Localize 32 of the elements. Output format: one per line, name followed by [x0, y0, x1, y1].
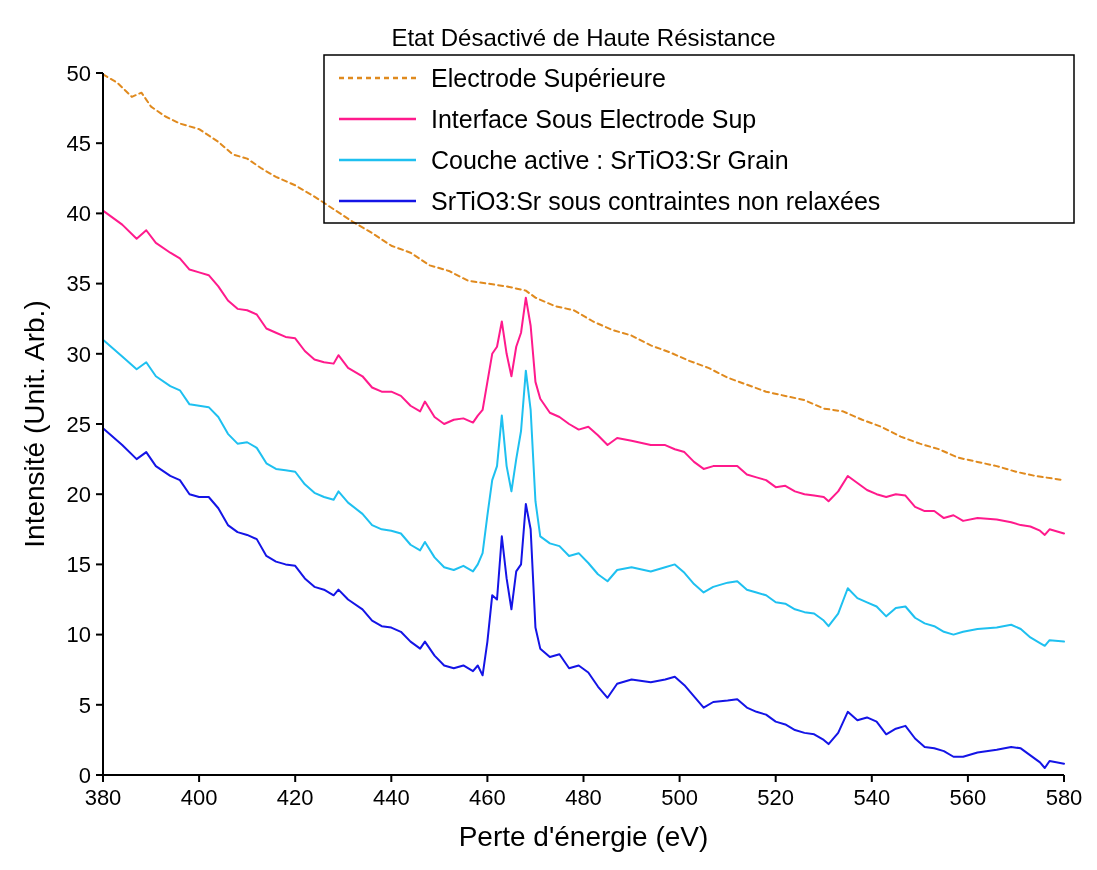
line-series [102, 209, 1065, 536]
x-tick-label: 420 [276, 785, 314, 810]
x-tick-label: 580 [1045, 785, 1083, 810]
y-tick-label: 35 [66, 271, 91, 297]
y-tick-label: 40 [66, 201, 91, 227]
y-tick-label: 0 [78, 762, 91, 788]
y-tick-label: 30 [66, 341, 91, 367]
y-tick-label: 10 [66, 622, 91, 648]
legend-label: Interface Sous Electrode Sup [431, 104, 757, 133]
x-tick-label: 480 [565, 785, 602, 810]
line-series [102, 338, 1065, 647]
y-tick-label: 25 [66, 411, 91, 437]
x-tick-label: 440 [372, 785, 410, 810]
x-tick-label: 500 [661, 785, 698, 810]
y-tick-label: 45 [66, 130, 91, 156]
legend-label: Couche active : SrTiO3:Sr Grain [431, 145, 789, 174]
y-axis-title: Intensité (Unit. Arb.) [19, 300, 50, 548]
x-tick-label: 400 [180, 785, 218, 810]
x-tick-label: 380 [84, 785, 122, 810]
y-tick-label: 15 [66, 552, 91, 578]
x-tick-label: 540 [853, 785, 891, 810]
y-tick-label: 5 [78, 692, 91, 718]
y-tick-label: 20 [66, 481, 91, 507]
y-tick-label: 50 [66, 60, 91, 86]
x-axis-title: Perte d'énergie (eV) [458, 821, 709, 852]
legend-label: Electrode Supérieure [431, 63, 666, 92]
x-tick-label: 520 [757, 785, 795, 810]
chart-title: Etat Désactivé de Haute Résistance [391, 24, 776, 51]
x-tick-label: 560 [949, 785, 987, 810]
line-series [102, 427, 1065, 769]
legend-label: SrTiO3:Sr sous contraintes non relaxées [431, 186, 881, 215]
x-tick-label: 460 [469, 785, 506, 810]
